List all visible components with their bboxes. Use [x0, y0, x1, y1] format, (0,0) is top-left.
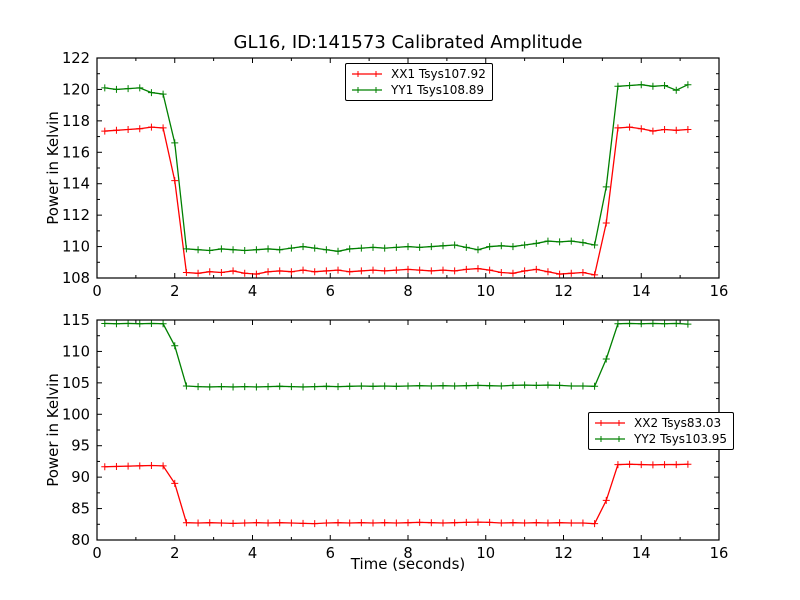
- x-tick-label: 12: [554, 283, 573, 300]
- y-tick-label: 112: [62, 207, 90, 224]
- legend-entry: YY1 Tsys108.89: [350, 82, 486, 98]
- legend-line-sample: [595, 436, 625, 442]
- y-tick-label: 110: [62, 239, 90, 256]
- x-tick-label: 8: [403, 283, 412, 300]
- y-tick-label: 114: [62, 176, 90, 193]
- x-tick-label: 0: [92, 283, 101, 300]
- y-tick-label: 95: [71, 438, 90, 455]
- legend-label: YY1 Tsys108.89: [391, 83, 485, 97]
- x-tick-label: 4: [248, 283, 257, 300]
- y-tick-label: 80: [71, 532, 90, 549]
- legend-entry: YY2 Tsys103.95: [593, 431, 727, 447]
- y-tick-label: 108: [62, 270, 90, 287]
- legend-line-sample: [595, 420, 625, 426]
- series-line-xx2: [104, 463, 688, 525]
- legend-label: YY2 Tsys103.95: [634, 432, 728, 446]
- axes-frame: [96, 57, 720, 279]
- x-tick-label: 2: [170, 545, 179, 562]
- top-y-axis-label: Power in Kelvin: [44, 111, 62, 225]
- legend-label: XX2 Tsys83.03: [634, 416, 722, 430]
- x-tick-label: 2: [170, 283, 179, 300]
- series-markers-xx2: [101, 460, 692, 528]
- x-tick-label: 16: [710, 545, 729, 562]
- y-tick-label: 116: [62, 144, 90, 161]
- subplot-0: 0 2 4 6 8 10 12 14 16 108 110 112 114 116 118 120 122: [62, 50, 728, 300]
- x-tick-label: 0: [92, 545, 101, 562]
- subplot-1: 0 2 4 6 8 10 12 14 16 80 85 90 95 100 105 110 115: [62, 312, 728, 562]
- x-tick-label: 8: [403, 545, 412, 562]
- legend-line-sample: [352, 71, 382, 77]
- series-line-yy2: [104, 322, 688, 388]
- y-tick-label: 105: [62, 375, 90, 392]
- x-tick-label: 6: [326, 545, 335, 562]
- top-legend: XX1 Tsys107.92 YY1 Tsys108.89: [345, 63, 493, 101]
- y-tick-label: 110: [62, 343, 90, 360]
- y-tick-label: 120: [62, 81, 90, 98]
- x-tick-label: 4: [248, 545, 257, 562]
- y-tick-label: 122: [62, 50, 90, 67]
- series-line-xx1: [104, 126, 688, 276]
- x-axis-label: Time (seconds): [350, 555, 466, 573]
- series-line-yy1: [104, 84, 689, 252]
- x-tick-label: 10: [476, 283, 495, 300]
- x-tick-label: 10: [476, 545, 495, 562]
- chart-title: GL16, ID:141573 Calibrated Amplitude: [233, 32, 583, 53]
- y-tick-label: 115: [62, 312, 90, 329]
- series-markers-yy2: [101, 319, 692, 391]
- y-tick-label: 90: [71, 469, 90, 486]
- x-tick-label: 6: [326, 283, 335, 300]
- y-tick-label: 100: [62, 406, 90, 423]
- y-tick-label: 118: [62, 113, 90, 130]
- bottom-legend: XX2 Tsys83.03 YY2 Tsys103.95: [588, 412, 735, 450]
- bottom-y-axis-label: Power in Kelvin: [44, 373, 62, 487]
- legend-entry: XX2 Tsys83.03: [593, 415, 727, 431]
- series-markers-xx1: [101, 123, 692, 279]
- legend-label: XX1 Tsys107.92: [391, 67, 486, 81]
- legend-entry: XX1 Tsys107.92: [350, 66, 486, 82]
- x-tick-label: 14: [632, 283, 651, 300]
- x-tick-label: 16: [710, 283, 729, 300]
- series-markers-yy1: [101, 81, 692, 255]
- x-tick-label: 14: [632, 545, 651, 562]
- x-tick-label: 12: [554, 545, 573, 562]
- legend-line-sample: [352, 87, 382, 93]
- y-tick-label: 85: [71, 501, 90, 518]
